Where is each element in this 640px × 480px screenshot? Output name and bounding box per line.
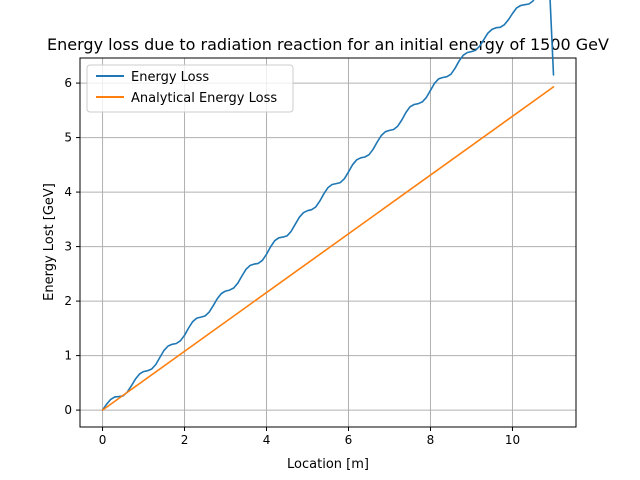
y-tick-label: 6 (64, 76, 72, 90)
y-tick-label: 2 (64, 294, 72, 308)
y-axis-label: Energy Lost [GeV] (42, 183, 57, 301)
legend-label-analytical-energy-loss: Analytical Energy Loss (131, 91, 277, 106)
y-tick-label: 5 (64, 131, 72, 145)
series-group (101, 0, 555, 411)
x-axis-ticks: 0 2 4 6 8 10 (99, 427, 520, 447)
x-axis-label: Location [m] (287, 457, 369, 472)
y-tick-label: 0 (64, 403, 72, 417)
chart-title: Energy loss due to radiation reaction fo… (47, 35, 609, 54)
x-tick-label: 0 (99, 433, 107, 447)
x-tick-label: 2 (181, 433, 189, 447)
grid (80, 58, 576, 427)
legend-box (86, 64, 294, 113)
x-tick-label: 10 (505, 433, 520, 447)
x-tick-label: 4 (263, 433, 271, 447)
y-tick-label: 3 (64, 240, 72, 254)
series-line-energy-loss (101, 0, 555, 411)
plot-area (79, 57, 577, 428)
y-axis-ticks: 0 1 2 3 4 5 6 (64, 76, 80, 417)
series-line-analytical-energy-loss (101, 86, 555, 411)
legend-label-energy-loss: Energy Loss (131, 70, 209, 85)
x-tick-label: 8 (427, 433, 435, 447)
legend: Energy Loss Analytical Energy Loss (86, 64, 294, 113)
x-tick-label: 6 (345, 433, 353, 447)
y-tick-label: 4 (64, 185, 72, 199)
y-tick-label: 1 (64, 349, 72, 363)
